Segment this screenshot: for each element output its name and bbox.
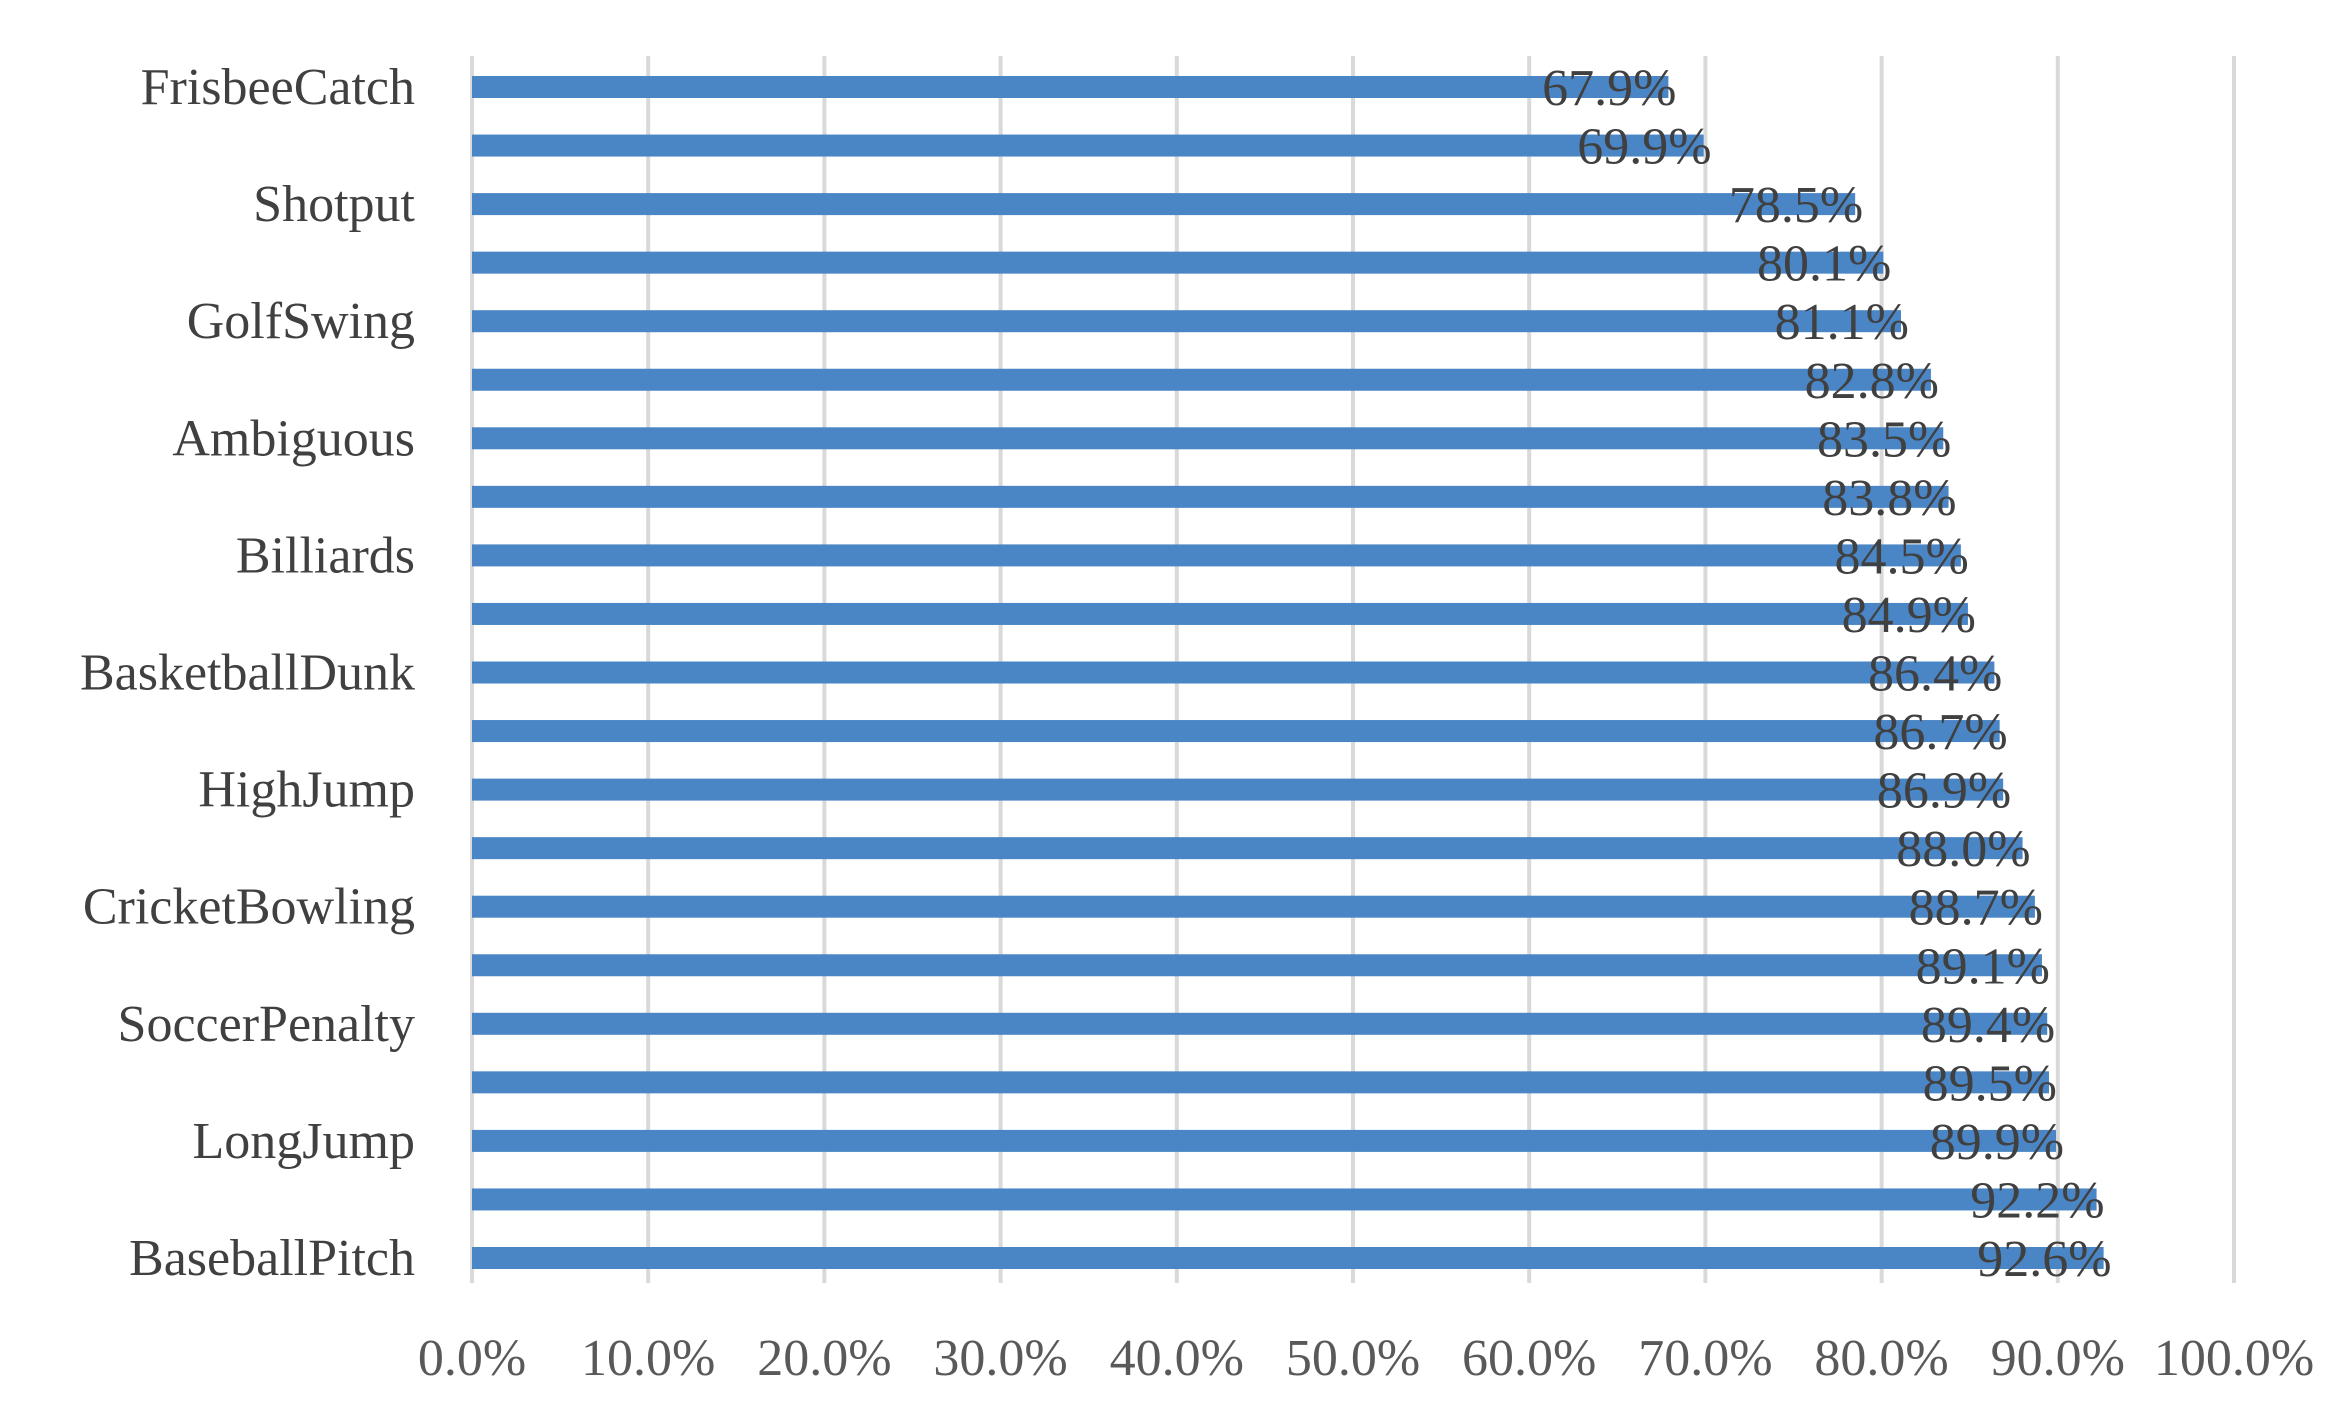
data-label: 78.5%: [1729, 177, 1863, 234]
x-tick-label: 90.0%: [1991, 1330, 2125, 1387]
category-label: GolfSwing: [187, 293, 415, 350]
data-label: 67.9%: [1542, 60, 1676, 117]
data-label: 92.6%: [1977, 1231, 2111, 1288]
category-label: BasketballDunk: [80, 645, 415, 702]
bar: [472, 193, 1856, 216]
bar: [472, 895, 2035, 918]
category-label: Billiards: [236, 527, 415, 584]
data-label: 88.0%: [1896, 821, 2030, 878]
x-tick-label: 0.0%: [418, 1330, 526, 1387]
bar: [472, 427, 1944, 450]
x-tick-label: 30.0%: [933, 1330, 1067, 1387]
bar: [472, 134, 1704, 157]
data-label: 84.5%: [1835, 528, 1969, 585]
category-label: BaseballPitch: [129, 1230, 415, 1287]
data-label: 89.1%: [1916, 938, 2050, 995]
data-label: 80.1%: [1757, 236, 1891, 293]
x-tick-label: 100.0%: [2154, 1330, 2314, 1387]
x-tick-label: 40.0%: [1110, 1330, 1244, 1387]
bar: [472, 954, 2042, 977]
x-tick-label: 10.0%: [581, 1330, 715, 1387]
data-label: 86.7%: [1873, 704, 2007, 761]
bar: [472, 1012, 2048, 1035]
bar: [472, 837, 2023, 860]
x-tick-label: 60.0%: [1462, 1330, 1596, 1387]
data-label: 82.8%: [1805, 353, 1939, 410]
data-label: 83.8%: [1822, 470, 1956, 527]
bar: [472, 251, 1884, 274]
bar: [472, 485, 1949, 508]
bar: [472, 310, 1901, 333]
data-labels: 67.9%69.9% 78.5%80.1%81.1%82.8%83.5%83.8%…: [1542, 60, 2112, 1288]
x-tick-label: 80.0%: [1814, 1330, 1948, 1387]
bar: [472, 1188, 2097, 1211]
data-label: 86.9%: [1877, 763, 2011, 820]
data-label: 69.9%: [1577, 119, 1711, 176]
bar: [472, 1071, 2049, 1094]
data-label: 92.2%: [1970, 1172, 2104, 1229]
category-label: HighJump: [198, 762, 415, 819]
x-axis-ticks: 0.0% 10.0% 20.0% 30.0% 40.0% 50.0% 60.0% 70.0% 8…: [418, 1330, 2314, 1387]
data-label: 89.5%: [1923, 1055, 2057, 1112]
category-label: CricketBowling: [83, 879, 415, 936]
category-label: Shotput: [253, 176, 415, 233]
data-label: 89.4%: [1921, 997, 2055, 1054]
data-label: 89.9%: [1930, 1114, 2064, 1171]
x-tick-label: 50.0%: [1286, 1330, 1420, 1387]
bar: [472, 544, 1961, 567]
category-label: FrisbeeCatch: [141, 59, 415, 116]
category-label: SoccerPenalty: [118, 996, 415, 1053]
bar: [472, 661, 1995, 684]
data-label: 81.1%: [1775, 294, 1909, 351]
category-label: Ambiguous: [172, 410, 415, 467]
bar: [472, 1247, 2104, 1269]
category-label: LongJump: [193, 1113, 415, 1170]
bars: [472, 76, 2104, 1269]
bar: [472, 1129, 2057, 1152]
data-label: 88.7%: [1909, 880, 2043, 937]
bar: [472, 720, 2000, 743]
data-label: 83.5%: [1817, 411, 1951, 468]
x-tick-label: 70.0%: [1638, 1330, 1772, 1387]
bar: [472, 76, 1669, 98]
x-tick-label: 20.0%: [757, 1330, 891, 1387]
data-label: 86.4%: [1868, 646, 2002, 703]
category-labels: FrisbeeCatch Shotput GolfSwing Ambiguous Bil…: [80, 59, 416, 1287]
data-label: 84.9%: [1842, 587, 1976, 644]
bar: [472, 602, 1968, 625]
bar: [472, 778, 2004, 801]
bar: [472, 368, 1931, 391]
